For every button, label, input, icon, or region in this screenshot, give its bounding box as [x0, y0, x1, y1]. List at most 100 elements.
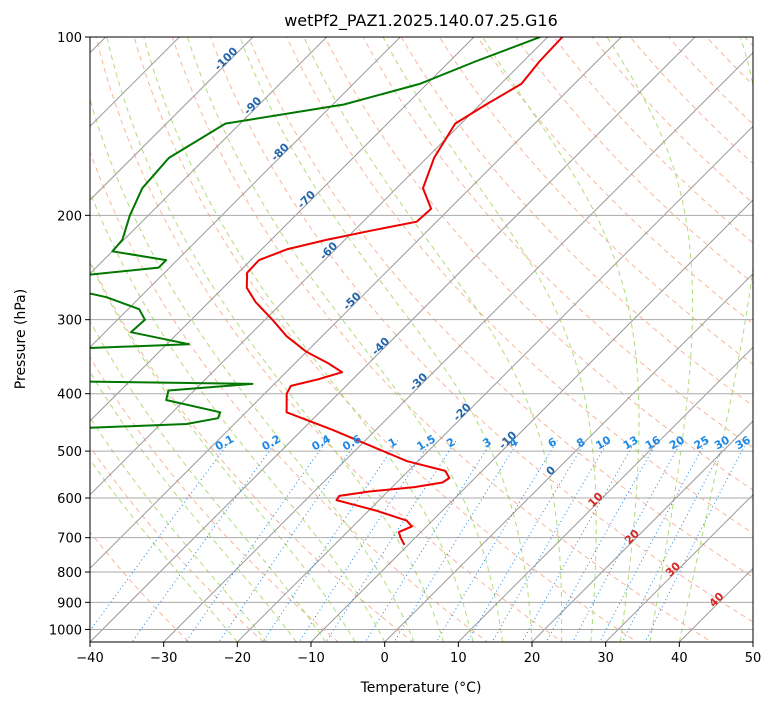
y-tick-label: 800	[57, 566, 82, 581]
plot-frame	[89, 36, 754, 643]
x-tick-label: 30	[597, 651, 614, 666]
x-axis-ticks: −40 −30 −20 −10 0 10 20 30 40 50	[76, 642, 761, 666]
isotherm-label: -30	[407, 370, 430, 393]
x-tick-label: 0	[381, 651, 389, 666]
moist-adiabat-line	[187, 37, 503, 642]
isotherm-label: -20	[451, 400, 474, 423]
isotherm-line	[0, 10, 59, 654]
dry-adiabat-line	[133, 37, 638, 642]
chart-title: wetPf2_PAZ1.2025.140.07.25.G16	[284, 11, 558, 31]
mixing-ratio-line	[521, 440, 637, 642]
y-axis-title: Pressure (hPa)	[13, 289, 29, 389]
isotherm-label: -90	[241, 94, 264, 117]
x-tick-label: 10	[450, 651, 467, 666]
dry-adiabat-line	[95, 37, 564, 642]
mixing-ratio-label: 8	[574, 435, 587, 450]
mixing-ratio-label: 16	[643, 433, 663, 452]
dry-adiabat-line	[286, 37, 753, 534]
mixing-ratio-line	[262, 440, 399, 642]
mixing-ratio-line	[599, 440, 707, 642]
mixing-ratio-line	[435, 440, 558, 642]
isotherm-label: -80	[269, 140, 292, 163]
mixing-ratio-line	[572, 440, 683, 642]
isotherm-label: -60	[317, 239, 340, 262]
moist-adiabat-line	[678, 37, 753, 642]
mixing-ratio-label: 6	[546, 435, 559, 450]
isobars	[90, 37, 753, 630]
isotherm-line	[90, 37, 402, 349]
dry-adiabat-line	[744, 37, 753, 47]
isotherms	[0, 10, 753, 654]
x-tick-label: −30	[150, 651, 177, 666]
dry-adiabat-line	[90, 356, 340, 642]
y-tick-label: 200	[57, 209, 82, 224]
mixing-ratio-label: 10	[594, 433, 614, 452]
mixing-ratio-line	[90, 440, 231, 632]
x-tick-label: −20	[224, 651, 251, 666]
line-labels: -100-90-80-70-60-50-40-30-20-10010203040…	[212, 44, 753, 609]
x-tick-label: −10	[297, 651, 324, 666]
mixing-ratio-line	[644, 440, 748, 642]
dry-adiabat-line	[515, 37, 753, 284]
isotherm-label: -70	[295, 188, 318, 211]
dry-adiabat-line	[629, 37, 753, 165]
dry-adiabat-line	[362, 37, 753, 449]
mixing-ratio-line	[218, 440, 358, 642]
mixing-ratio-line	[466, 440, 587, 642]
dry-adiabat-line	[248, 37, 753, 578]
y-tick-label: 1000	[49, 623, 82, 638]
moist-adiabat-line	[90, 190, 386, 642]
y-tick-label: 500	[57, 445, 82, 460]
isotherm-line	[90, 37, 696, 642]
moist-adiabat-line	[303, 37, 563, 642]
x-tick-label: 40	[671, 651, 688, 666]
mixing-ratio-line	[545, 440, 659, 642]
moist-adiabat-line	[143, 37, 474, 642]
moist-adiabat-line	[90, 261, 356, 642]
profiles	[90, 37, 564, 546]
isotherm-label: 30	[663, 559, 683, 579]
x-tick-label: −40	[76, 651, 103, 666]
mixing-ratio-label: 0.1	[213, 432, 236, 453]
temperature-profile-line	[245, 37, 564, 546]
dry-adiabats	[90, 10, 775, 654]
isotherm-line	[310, 199, 753, 642]
mixing-lines	[90, 440, 748, 642]
moist-adiabat-line	[482, 37, 640, 642]
plot-area: -100-90-80-70-60-50-40-30-20-10010203040…	[0, 10, 775, 654]
dry-adiabat-line	[400, 37, 753, 407]
isotherm-label: -100	[212, 44, 241, 73]
y-tick-label: 700	[57, 532, 82, 547]
isotherm-line	[162, 51, 753, 642]
isotherm-line	[90, 37, 328, 275]
isotherm-label: -40	[369, 334, 392, 357]
moist-adiabat-line	[382, 37, 597, 642]
mixing-ratio-label: 1.5	[414, 432, 437, 453]
mixing-ratio-line	[131, 440, 278, 642]
isotherm-line	[90, 37, 549, 496]
moist-adiabat-line	[90, 458, 238, 642]
mixing-ratio-line	[298, 440, 432, 642]
dewpoint-profile-line	[90, 37, 541, 429]
dry-adiabat-line	[756, 10, 775, 654]
mixing-ratio-label: 13	[621, 433, 641, 452]
isotherm-line	[604, 493, 753, 642]
y-tick-label: 100	[57, 31, 82, 46]
isotherm-line	[90, 37, 254, 201]
isotherm-line	[678, 567, 753, 642]
mixing-ratio-label: 3	[480, 435, 493, 450]
mixing-ratio-line	[325, 440, 457, 642]
isotherm-line	[752, 641, 753, 642]
x-tick-label: 20	[524, 651, 541, 666]
x-tick-label: 50	[745, 651, 762, 666]
dry-adiabat-line	[90, 445, 265, 642]
dry-adiabat-line	[591, 37, 753, 204]
mixing-ratio-label: 20	[667, 433, 687, 452]
moist-adiabat-line	[90, 370, 297, 642]
y-tick-label: 400	[57, 388, 82, 403]
y-tick-label: 900	[57, 596, 82, 611]
mixing-ratio-label: 0.4	[310, 432, 334, 453]
isotherm-line	[90, 37, 475, 422]
isotherm-line	[90, 37, 623, 570]
